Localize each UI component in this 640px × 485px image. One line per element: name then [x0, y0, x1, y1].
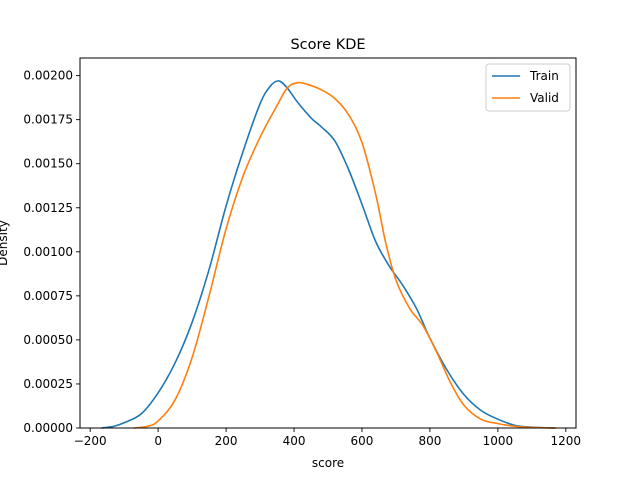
legend-label-valid: Valid	[530, 91, 559, 105]
y-tick-label: 0.00000	[23, 421, 73, 435]
y-axis: 0.00000 0.00025 0.00050 0.00075 0.00100 0.001…	[23, 69, 80, 435]
series-line-train	[101, 80, 555, 429]
y-tick-label: 0.00100	[23, 245, 73, 259]
x-tick-label: −200	[74, 434, 107, 448]
y-tick-label: 0.00200	[23, 69, 73, 83]
legend-label-train: Train	[529, 69, 559, 83]
x-tick-label: 600	[351, 434, 374, 448]
x-tick-label: 200	[215, 434, 238, 448]
y-tick-label: 0.00125	[23, 201, 73, 215]
plot-frame	[79, 57, 577, 429]
y-tick-label: 0.00025	[23, 377, 73, 391]
legend: Train Valid	[485, 63, 571, 112]
series-line-valid	[133, 81, 557, 429]
y-tick-label: 0.00150	[23, 157, 73, 171]
x-tick-label: 800	[418, 434, 441, 448]
x-tick-label: 400	[283, 434, 306, 448]
y-axis-label: Density	[0, 220, 10, 266]
x-tick-label: 0	[154, 434, 162, 448]
chart-title: Score KDE	[290, 37, 365, 53]
x-tick-label: 1200	[551, 434, 582, 448]
y-tick-label: 0.00175	[23, 113, 73, 127]
y-tick-label: 0.00050	[23, 333, 73, 347]
y-tick-label: 0.00075	[23, 289, 73, 303]
plot-content	[101, 80, 557, 429]
x-axis: −200 0 200 400 600 800 1000 1200	[74, 428, 581, 448]
x-tick-label: 1000	[483, 434, 514, 448]
x-axis-label: score	[312, 456, 344, 470]
